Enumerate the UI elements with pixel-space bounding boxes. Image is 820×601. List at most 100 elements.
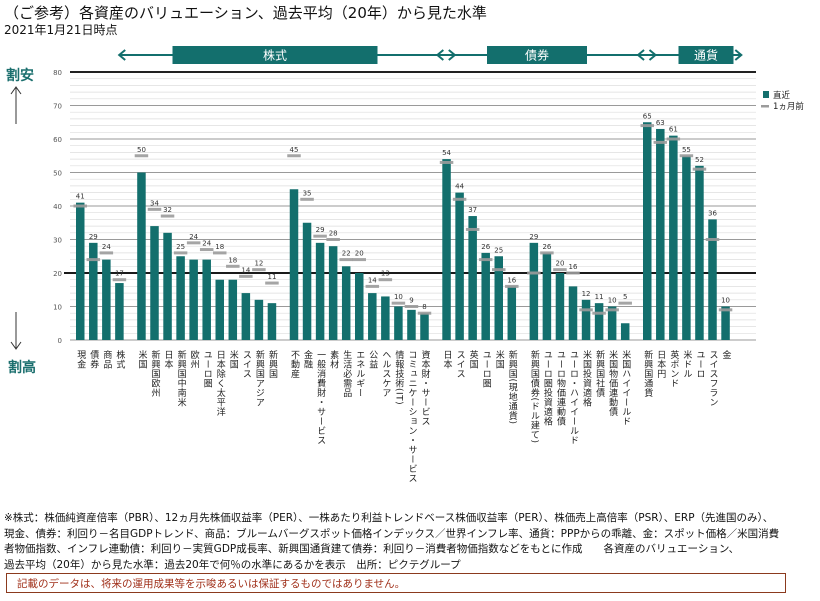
- prior-month-mark-30: [478, 258, 493, 262]
- chart-date: 2021年1月21日時点: [4, 23, 118, 37]
- value-label-41: 65: [643, 112, 652, 120]
- category-label-4: 株式: [114, 349, 125, 369]
- y-tick-label: 30: [53, 237, 62, 245]
- bar-13: [241, 293, 251, 340]
- bar-9: [189, 259, 198, 340]
- prior-month-mark-21: [352, 258, 366, 262]
- prior-month-mark-7: [160, 214, 175, 218]
- value-label-2: 29: [89, 233, 98, 241]
- legend-label-current: 直近: [773, 90, 791, 101]
- bar-35: [555, 273, 565, 340]
- value-label-24: 10: [394, 293, 403, 301]
- value-label-26: 8: [422, 303, 426, 311]
- value-label-10: 24: [202, 240, 211, 248]
- category-label-17: 金融: [302, 349, 313, 370]
- category-label-31: 米国: [494, 349, 505, 370]
- category-label-47: 金: [721, 349, 732, 360]
- category-label-45: ユーロ: [694, 350, 705, 379]
- disclaimer-box: 記載のデータは、将来の運用成果等を示唆あるいは保証するものではありません。: [6, 573, 786, 593]
- category-label-30: ユーロ圏: [481, 350, 492, 388]
- bar-46: [708, 219, 717, 340]
- value-label-31: 25: [494, 246, 503, 254]
- prior-month-mark-15: [265, 281, 279, 285]
- y-tick-label: 50: [53, 170, 62, 178]
- bar-20: [341, 266, 351, 340]
- prior-month-mark-4: [112, 278, 127, 282]
- prior-month-mark-39: [605, 308, 619, 312]
- prior-month-mark-36: [566, 271, 580, 275]
- section-banner: [172, 46, 378, 64]
- bar-30: [481, 252, 490, 340]
- category-label-22: 公益: [367, 350, 378, 369]
- bar-43: [669, 135, 678, 340]
- category-label-1: 現金: [75, 350, 86, 369]
- bar-24: [394, 306, 403, 340]
- prior-month-mark-47: [718, 308, 733, 312]
- value-label-36: 16: [569, 263, 578, 271]
- value-label-11: 18: [215, 243, 224, 251]
- left-arrowhead-icon: [435, 49, 444, 61]
- category-label-39: 米国物価連動債: [607, 349, 618, 417]
- prior-month-mark-17: [300, 197, 314, 201]
- category-label-34: ユーロ圏投資適格: [542, 350, 553, 426]
- bar-10: [202, 259, 211, 340]
- bar-22: [368, 293, 377, 340]
- bar-31: [494, 256, 503, 340]
- bar-25: [407, 309, 416, 340]
- prior-month-mark-31: [492, 268, 506, 272]
- bar-3: [102, 259, 111, 340]
- category-label-25: コミュニケーション・サービス: [406, 350, 417, 483]
- bar-5: [137, 172, 146, 340]
- prior-month-mark-6: [147, 207, 162, 211]
- value-label-7: 32: [163, 206, 172, 214]
- prior-month-mark-5: [134, 154, 149, 158]
- value-label-19: 28: [329, 230, 338, 238]
- prior-month-mark-33: [527, 271, 541, 275]
- prior-month-mark-22: [365, 284, 380, 288]
- prior-month-mark-25: [404, 305, 419, 308]
- bar-38: [594, 303, 604, 340]
- value-label-33: 29: [529, 233, 538, 241]
- bar-18: [315, 242, 325, 340]
- value-label-16: 45: [290, 146, 299, 154]
- category-label-27: 日本: [442, 350, 453, 370]
- value-label-13: 14: [241, 266, 250, 274]
- category-label-9: 欧州: [189, 349, 200, 369]
- prior-month-mark-26: [417, 311, 432, 315]
- prior-month-mark-46: [705, 238, 720, 241]
- category-label-19: 素材: [328, 349, 339, 369]
- value-label-44: 55: [682, 146, 691, 154]
- value-label-25: 9: [409, 297, 413, 305]
- footnote-line: 者物価指数、インフレ連動債：利回り－実質GDP成長率、新興国通貨建て債券：利回り…: [4, 543, 740, 555]
- left-arrowhead-icon: [636, 49, 645, 61]
- prior-month-mark-28: [452, 197, 467, 201]
- category-label-2: 債券: [88, 349, 99, 370]
- value-label-15: 11: [267, 273, 276, 281]
- category-label-13: スイス: [241, 350, 252, 379]
- down-arrow-icon: [10, 341, 22, 350]
- value-label-35: 20: [555, 260, 564, 268]
- category-label-28: スイス: [455, 350, 466, 379]
- y-tick-label: 70: [53, 103, 62, 111]
- value-label-6: 34: [150, 199, 159, 207]
- category-label-11: 日本除く太平洋: [215, 350, 226, 417]
- category-label-3: 商品: [101, 349, 112, 370]
- prior-month-mark-8: [173, 251, 188, 255]
- value-label-5: 50: [137, 146, 146, 154]
- bar-8: [176, 256, 185, 340]
- category-label-40: 米国ハイイールド: [620, 349, 631, 426]
- bar-47: [721, 306, 730, 340]
- legend-swatch-current: [763, 91, 769, 98]
- value-label-8: 25: [176, 243, 185, 251]
- footnotes: ※株式：株価純資産倍率（PBR）、12ヵ月先株価収益率（PER）、一株あたり利益…: [4, 511, 816, 573]
- category-label-12: 米国: [228, 349, 239, 370]
- category-label-29: 英国: [468, 349, 479, 370]
- section-label: 株式: [263, 48, 287, 63]
- bar-7: [163, 232, 172, 340]
- bar-15: [267, 303, 277, 340]
- value-label-43: 61: [669, 126, 678, 134]
- value-label-40: 5: [623, 293, 627, 301]
- prior-month-mark-3: [99, 251, 114, 255]
- bar-2: [89, 242, 98, 340]
- footnote-line: 現金、債券：利回り－名目GDPトレンド、商品：ブルームバーグスポット価格インデッ…: [4, 527, 780, 540]
